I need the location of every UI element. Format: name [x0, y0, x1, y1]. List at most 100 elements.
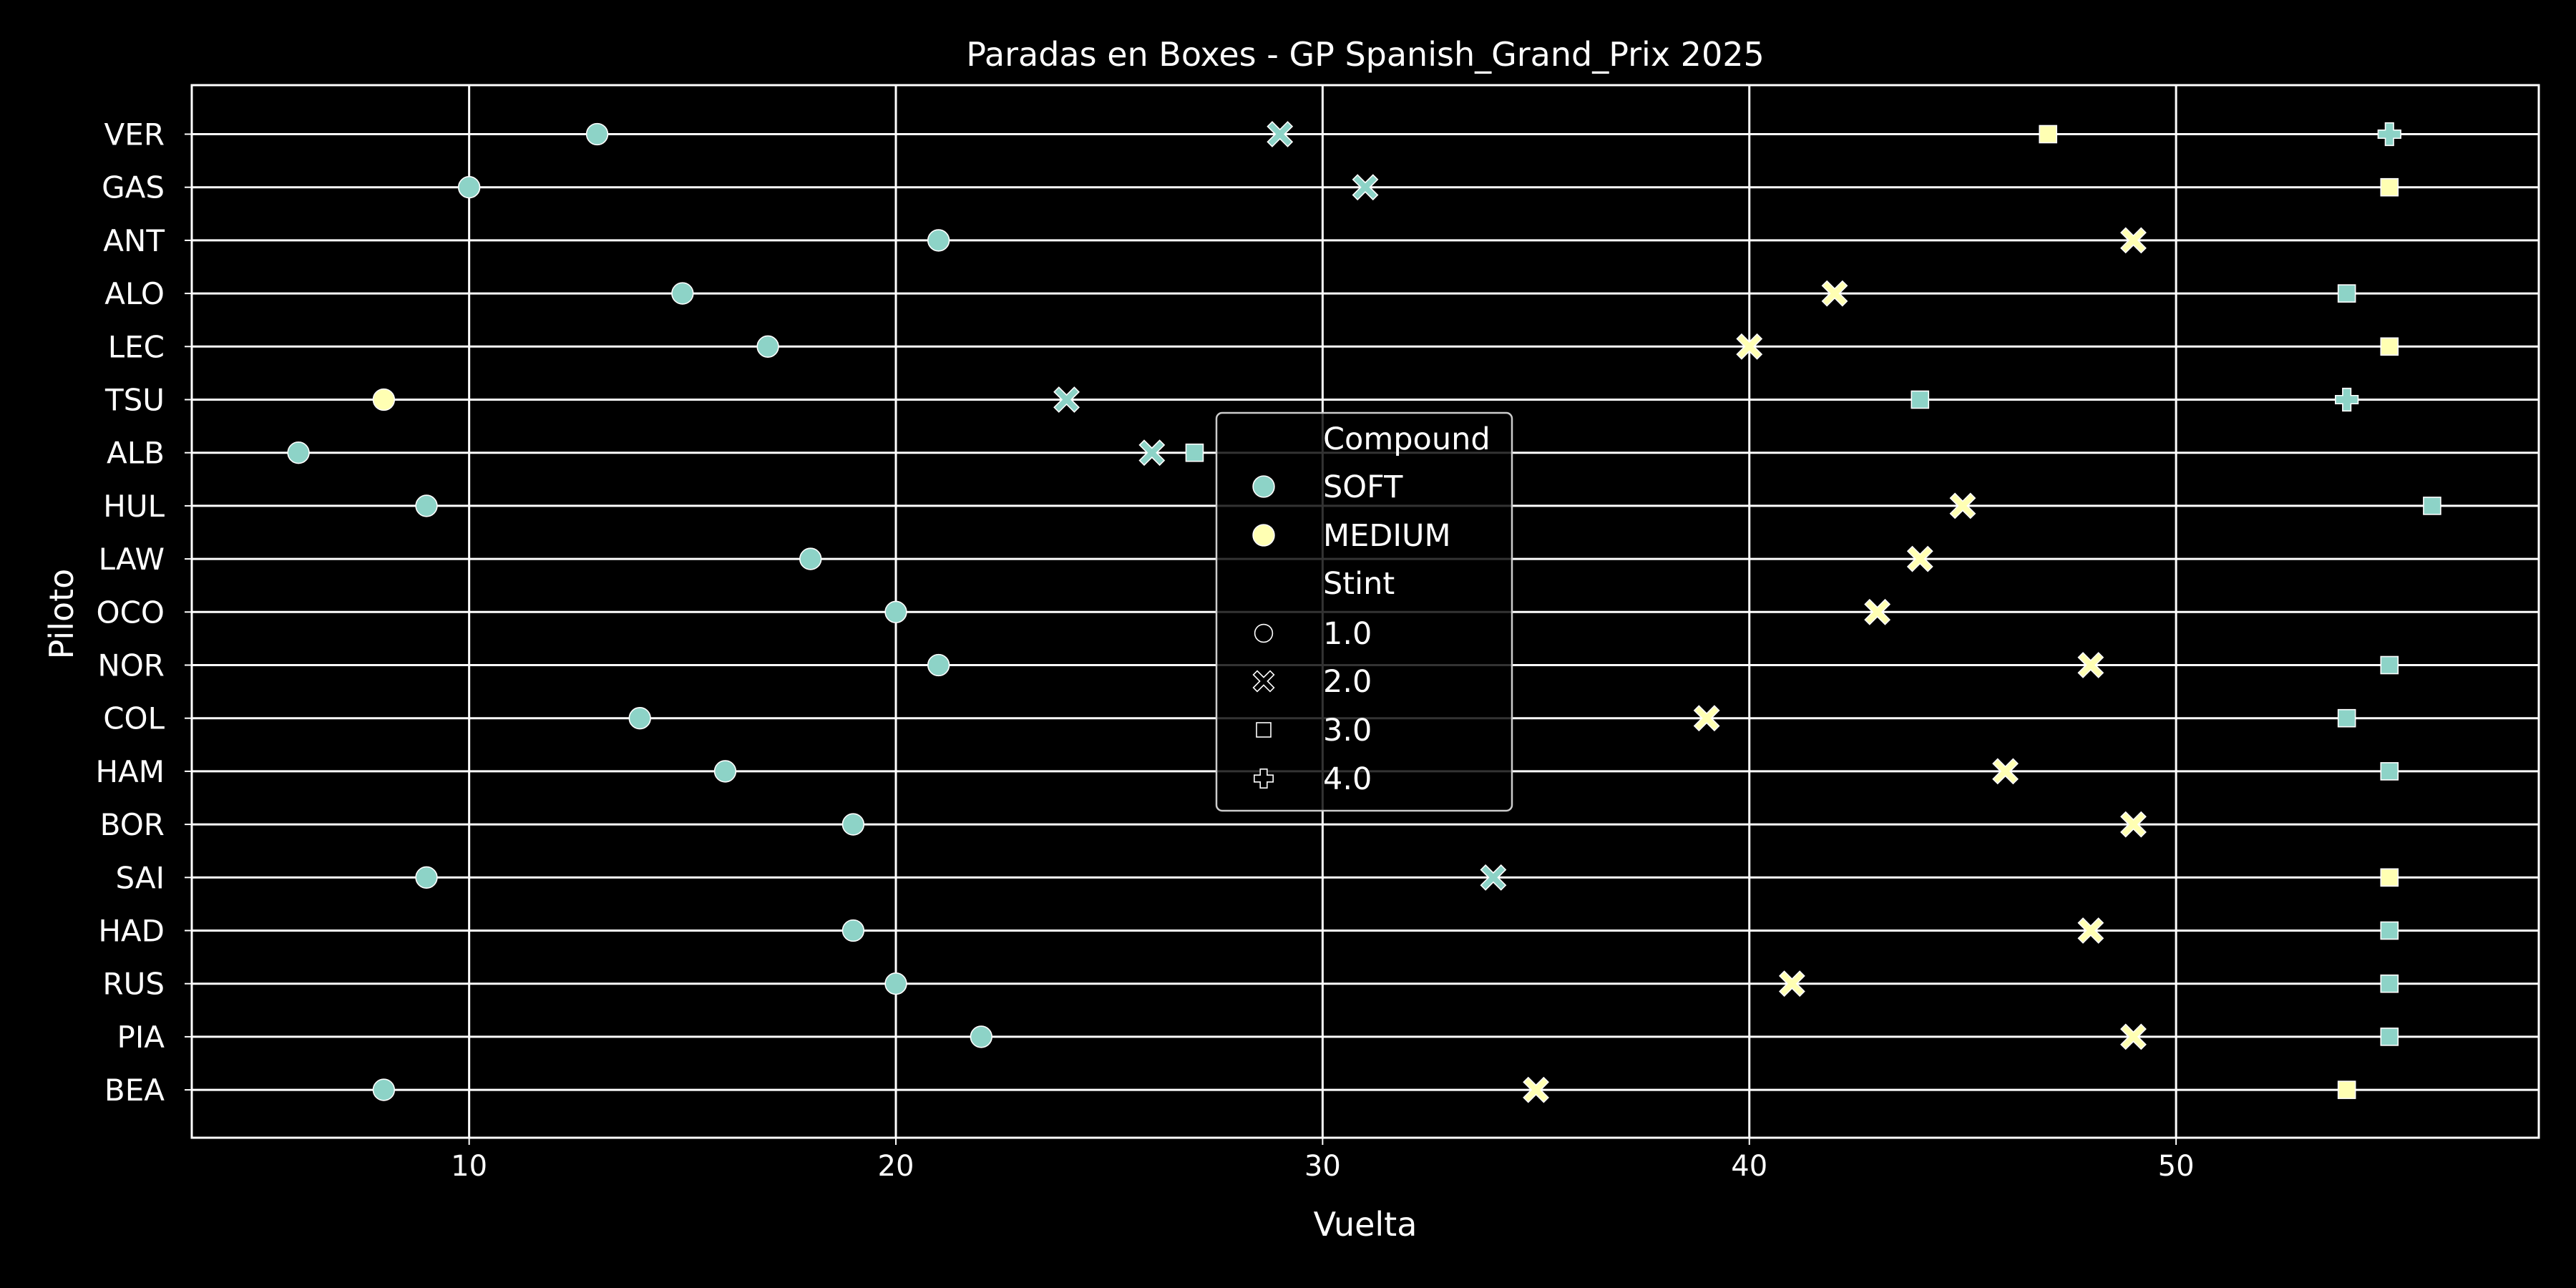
y-tick-label: ANT — [103, 223, 165, 258]
y-axis-label: Piloto — [42, 569, 81, 660]
data-point-had-stint-1 — [841, 919, 865, 942]
y-tick-label: SAI — [115, 860, 165, 895]
data-point-nor-stint-3 — [2380, 655, 2399, 675]
data-point-lec-stint-1 — [756, 335, 779, 358]
data-point-ver-stint-4 — [2377, 122, 2401, 147]
data-point-gas-stint-3 — [2380, 177, 2399, 197]
data-point-hul-stint-1 — [415, 494, 438, 517]
data-point-alo-stint-3 — [2337, 284, 2356, 303]
x-axis-label: Vuelta — [1314, 1205, 1418, 1244]
data-point-alb-stint-2 — [1138, 439, 1166, 467]
legend-marker-soft — [1252, 475, 1275, 498]
data-point-tsu-stint-2 — [1053, 386, 1080, 413]
x-tick-label: 40 — [1731, 1150, 1767, 1183]
data-point-gas-stint-2 — [1352, 174, 1379, 201]
data-point-hul-stint-2 — [1949, 492, 1976, 519]
data-point-rus-stint-3 — [2380, 974, 2399, 993]
data-point-had-stint-3 — [2380, 921, 2399, 940]
data-point-col-stint-1 — [628, 707, 651, 730]
data-point-tsu-stint-1 — [372, 388, 396, 411]
data-point-ver-stint-1 — [585, 122, 609, 146]
data-point-pia-stint-2 — [2120, 1023, 2147, 1050]
y-tick-label: NOR — [97, 648, 165, 683]
data-point-nor-stint-1 — [927, 653, 950, 677]
data-point-oco-stint-2 — [1864, 598, 1891, 625]
y-tick-label: TSU — [104, 383, 165, 418]
data-point-bor-stint-1 — [841, 813, 865, 836]
y-tick-label: PIA — [117, 1020, 165, 1055]
data-point-sai-stint-2 — [1480, 864, 1507, 891]
x-tick-label: 20 — [878, 1150, 914, 1183]
data-point-col-stint-3 — [2337, 708, 2356, 728]
chart-title: Paradas en Boxes - GP Spanish_Grand_Prix… — [966, 35, 1765, 74]
data-point-ant-stint-2 — [2120, 227, 2147, 254]
legend-marker-square — [1256, 722, 1272, 738]
data-point-alo-stint-1 — [671, 282, 694, 305]
data-point-bea-stint-3 — [2337, 1080, 2356, 1099]
legend-title: Compound — [1323, 421, 1491, 457]
x-tick-label: 10 — [451, 1150, 487, 1183]
y-tick-label: ALB — [107, 436, 165, 471]
legend-entry-label: MEDIUM — [1323, 518, 1451, 554]
y-tick-label: VER — [104, 117, 165, 152]
legend-marker-medium — [1252, 524, 1275, 547]
data-point-ham-stint-2 — [1992, 758, 2019, 785]
data-point-ver-stint-2 — [1267, 121, 1294, 147]
data-point-ver-stint-3 — [2039, 125, 2057, 144]
legend: Compound SOFT MEDIUM Stint 1.0 2.0 3.0 4.0 — [1215, 411, 1513, 812]
y-tick-label: OCO — [97, 595, 165, 630]
data-point-nor-stint-2 — [2077, 652, 2104, 678]
legend-entry-label: 4.0 — [1323, 761, 1372, 797]
data-point-oco-stint-1 — [884, 600, 907, 623]
legend-box — [1215, 411, 1513, 812]
legend-entry-label: SOFT — [1323, 469, 1403, 505]
data-point-ant-stint-1 — [927, 229, 950, 252]
data-point-tsu-stint-4 — [2335, 387, 2359, 412]
data-point-pia-stint-3 — [2380, 1028, 2399, 1046]
data-point-law-stint-1 — [799, 547, 822, 570]
data-point-sai-stint-1 — [415, 866, 438, 889]
data-point-sai-stint-3 — [2380, 868, 2399, 887]
data-point-hul-stint-3 — [2423, 497, 2441, 515]
data-point-bea-stint-1 — [372, 1078, 396, 1101]
data-point-lec-stint-2 — [1736, 333, 1763, 360]
data-point-pia-stint-1 — [970, 1025, 992, 1048]
data-point-lec-stint-3 — [2380, 337, 2399, 356]
legend-marker-plus — [1254, 769, 1274, 789]
x-tick-label: 50 — [2158, 1150, 2195, 1183]
data-points — [287, 121, 2441, 1103]
legend-entry-label: 1.0 — [1323, 616, 1372, 652]
data-point-alo-stint-2 — [1821, 280, 1848, 307]
legend-marker-circle — [1254, 623, 1274, 643]
data-point-rus-stint-1 — [884, 972, 907, 995]
legend-entry-label: 3.0 — [1323, 713, 1372, 748]
y-tick-label: HUL — [103, 489, 165, 524]
data-point-had-stint-2 — [2077, 917, 2104, 944]
axis-ticks: 10 20 30 40 50 VER GAS ANT ALO LEC TSU ALB HUL LAW OCO… — [95, 117, 2194, 1184]
legend-marker-x — [1252, 670, 1275, 693]
data-point-law-stint-2 — [1906, 545, 1933, 572]
y-tick-label: COL — [103, 701, 165, 736]
legend-entry-label: 2.0 — [1323, 664, 1372, 700]
data-point-alb-stint-1 — [287, 441, 310, 464]
y-tick-label: BEA — [104, 1073, 165, 1108]
y-tick-label: HAM — [95, 754, 165, 789]
x-tick-label: 30 — [1304, 1150, 1341, 1183]
data-point-tsu-stint-3 — [1911, 390, 1930, 409]
legend-title: Stint — [1323, 566, 1395, 602]
y-tick-label: RUS — [102, 967, 165, 1002]
data-point-bea-stint-2 — [1523, 1076, 1549, 1103]
y-tick-label: LAW — [99, 542, 165, 577]
data-point-ham-stint-1 — [713, 760, 737, 783]
data-point-col-stint-2 — [1693, 705, 1720, 732]
data-point-gas-stint-1 — [457, 176, 481, 199]
y-tick-label: LEC — [108, 329, 165, 364]
y-tick-label: GAS — [102, 170, 165, 205]
data-point-rus-stint-2 — [1778, 970, 1805, 997]
y-tick-label: BOR — [100, 807, 165, 842]
data-point-ham-stint-3 — [2380, 762, 2399, 781]
y-tick-label: HAD — [98, 914, 165, 949]
data-point-alb-stint-3 — [1185, 443, 1204, 462]
